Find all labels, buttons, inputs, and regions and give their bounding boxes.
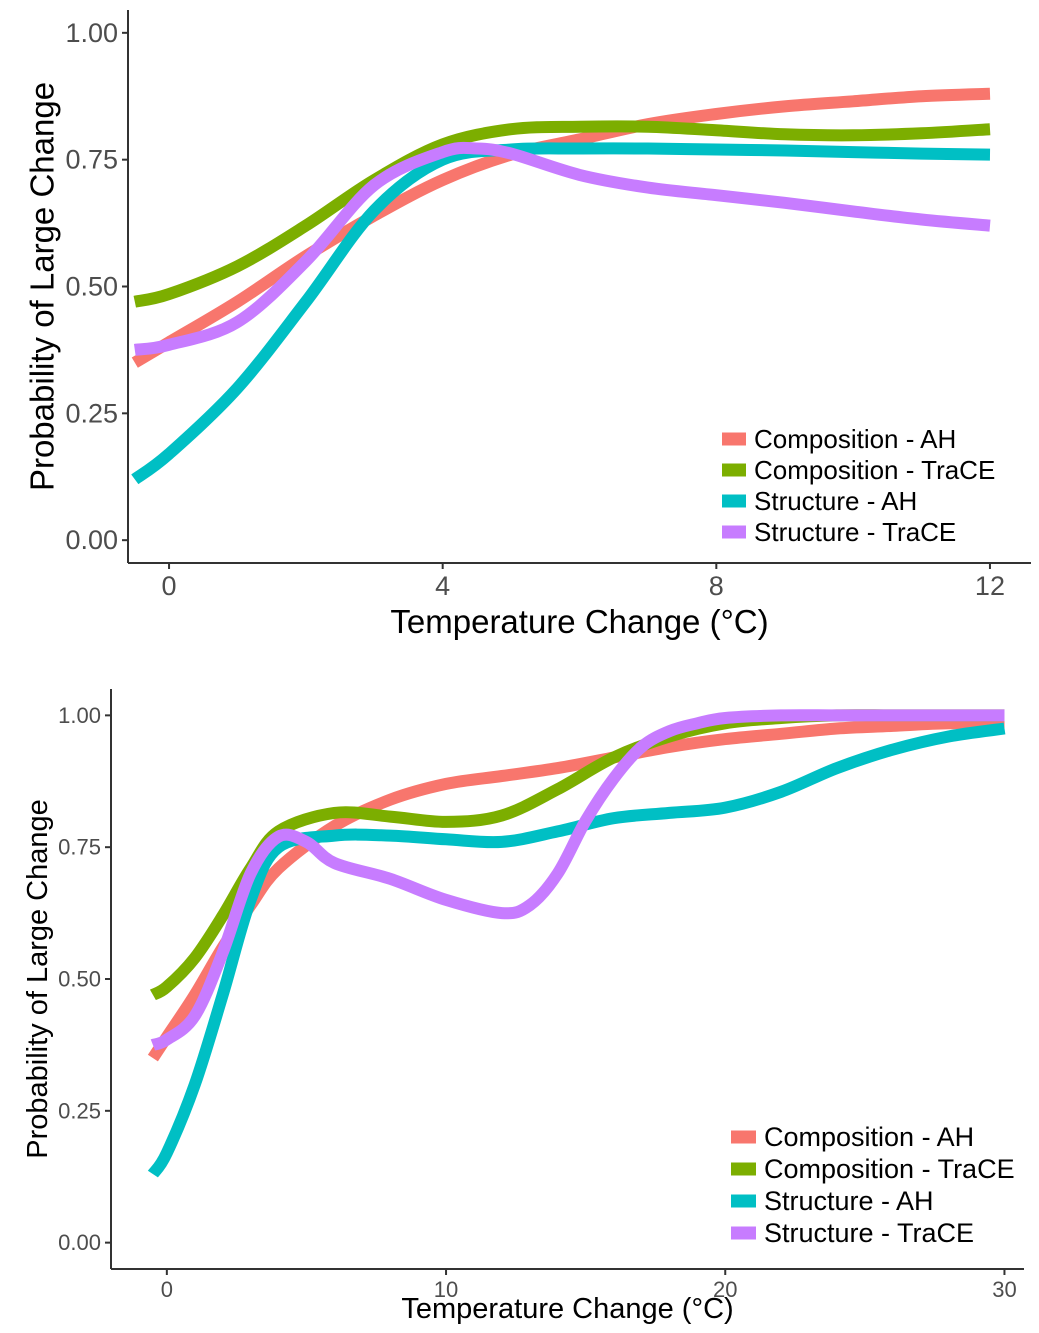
bottom-x-tick-label: 30 xyxy=(992,1277,1016,1302)
top-y-tick-label: 0.00 xyxy=(65,525,118,555)
chart-bottom: 0.00 0.25 0.50 0.75 1.00 0 10 20 30 Temperature C… xyxy=(22,689,1024,1325)
top-legend-key-0 xyxy=(722,432,746,446)
top-legend-key-3 xyxy=(722,525,746,539)
top-legend-label-3: Structure - TraCE xyxy=(754,517,956,547)
bottom-legend-label-2: Structure - AH xyxy=(764,1186,934,1216)
top-y-tick-label: 1.00 xyxy=(65,18,118,48)
bottom-series-group xyxy=(147,709,1006,1178)
top-x-tick-label: 12 xyxy=(975,571,1005,601)
top-series-line-2 xyxy=(131,142,991,485)
bottom-y-tick-label: 0.75 xyxy=(58,835,101,860)
top-legend-label-2: Structure - AH xyxy=(754,486,917,516)
bottom-x-axis-title: Temperature Change (°C) xyxy=(401,1293,733,1325)
bottom-x-tick-label: 20 xyxy=(713,1277,737,1302)
bottom-legend-key-2 xyxy=(731,1194,756,1208)
top-x-tick-label: 8 xyxy=(709,571,724,601)
top-y-axis-title: Probability of Large Change xyxy=(24,82,61,491)
top-y-tick-label: 0.75 xyxy=(65,145,118,175)
bottom-series-line-2 xyxy=(147,722,1006,1178)
top-legend-key-1 xyxy=(722,463,746,477)
bottom-y-tick-label: 1.00 xyxy=(58,703,101,728)
top-legend-key-2 xyxy=(722,494,746,508)
top-x-axis-title: Temperature Change (°C) xyxy=(390,603,768,640)
top-x-tick-label: 0 xyxy=(162,571,177,601)
top-x-tick-label: 4 xyxy=(435,571,450,601)
bottom-x-tick-label: 0 xyxy=(161,1277,173,1302)
top-y-tick-label: 0.50 xyxy=(65,272,118,302)
top-series-line-1 xyxy=(133,120,991,308)
top-legend-label-1: Composition - TraCE xyxy=(754,455,995,485)
bottom-legend-label-3: Structure - TraCE xyxy=(764,1218,974,1248)
top-legend-label-0: Composition - AH xyxy=(754,424,956,454)
bottom-legend-key-1 xyxy=(731,1162,756,1176)
top-series-line-3 xyxy=(133,141,991,356)
bottom-legend-key-0 xyxy=(731,1130,756,1144)
bottom-series-line-3 xyxy=(150,709,1005,1051)
top-series-group xyxy=(131,87,991,485)
top-y-tick-label: 0.25 xyxy=(65,398,118,428)
bottom-legend-label-1: Composition - TraCE xyxy=(764,1154,1015,1184)
bottom-y-axis-title: Probability of Large Change xyxy=(22,799,54,1159)
bottom-y-tick-label: 0.50 xyxy=(58,967,101,992)
bottom-x-tick-label: 10 xyxy=(434,1277,458,1302)
bottom-legend-key-3 xyxy=(731,1226,756,1240)
bottom-y-tick-label: 0.25 xyxy=(58,1098,101,1123)
chart-top: 0.00 0.25 0.50 0.75 1.00 0 4 8 12 Temperature Cha… xyxy=(24,10,1031,640)
bottom-y-tick-label: 0.00 xyxy=(58,1230,101,1255)
bottom-legend-label-0: Composition - AH xyxy=(764,1122,974,1152)
